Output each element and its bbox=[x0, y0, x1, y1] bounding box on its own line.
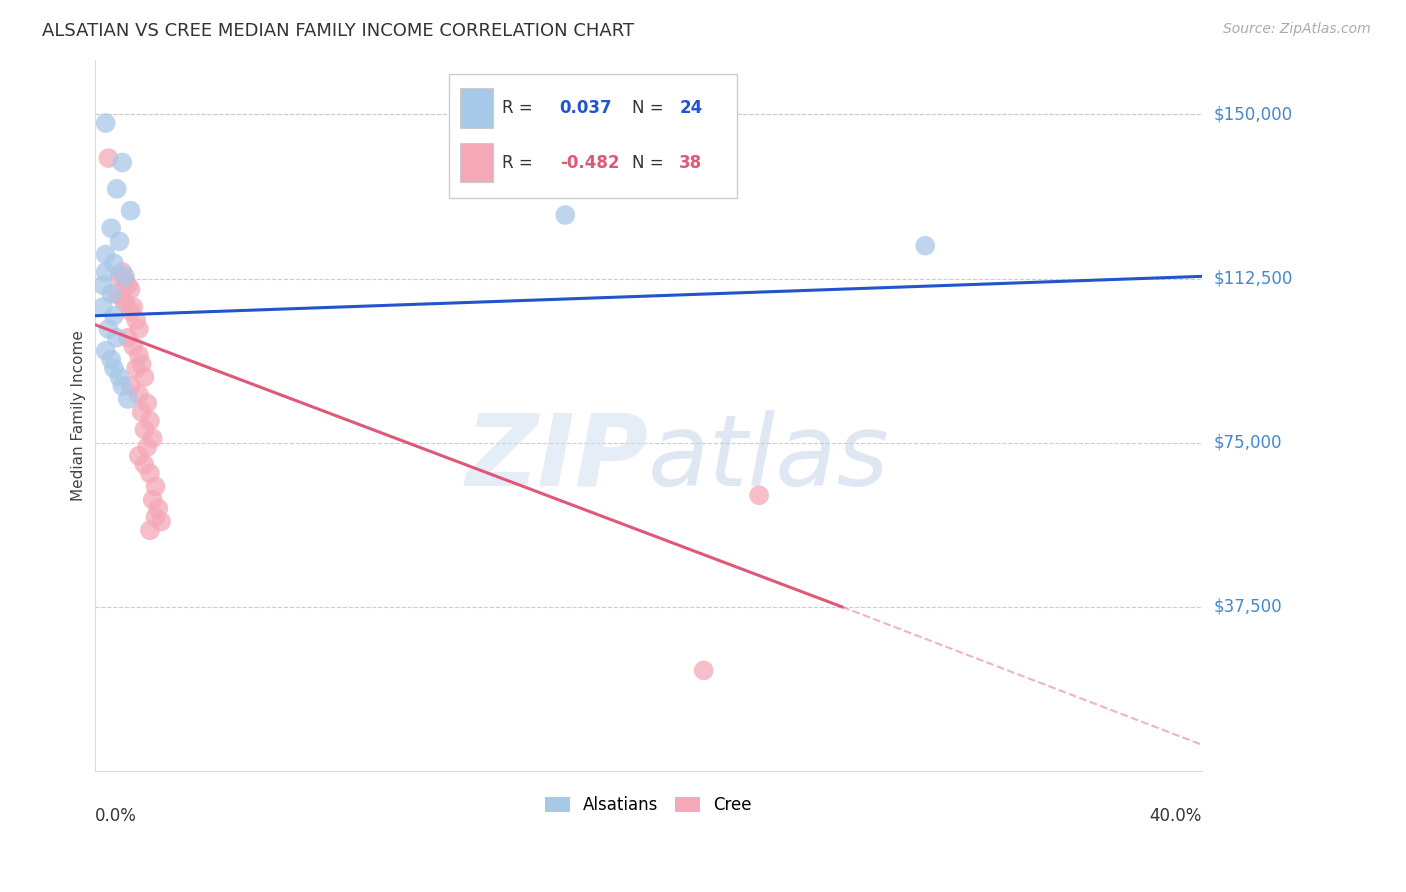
Point bbox=[134, 370, 156, 384]
Point bbox=[120, 379, 142, 393]
Point bbox=[139, 467, 162, 481]
Text: $75,000: $75,000 bbox=[1213, 434, 1282, 451]
Text: N =: N = bbox=[631, 99, 669, 117]
Point bbox=[97, 322, 120, 336]
Text: 40.0%: 40.0% bbox=[1150, 806, 1202, 825]
Point bbox=[748, 488, 770, 502]
Text: $150,000: $150,000 bbox=[1213, 105, 1292, 123]
Point bbox=[120, 304, 142, 318]
Point bbox=[148, 501, 170, 516]
Point bbox=[100, 352, 122, 367]
Point bbox=[128, 348, 150, 362]
Point bbox=[134, 423, 156, 437]
Text: $37,500: $37,500 bbox=[1213, 598, 1282, 616]
Point bbox=[693, 664, 716, 678]
FancyBboxPatch shape bbox=[460, 144, 494, 182]
Point bbox=[108, 370, 131, 384]
Point bbox=[131, 405, 153, 419]
Point bbox=[122, 300, 145, 314]
Text: R =: R = bbox=[502, 99, 538, 117]
Point bbox=[91, 278, 114, 293]
Point bbox=[145, 510, 167, 524]
Point bbox=[103, 309, 125, 323]
Point bbox=[914, 238, 936, 252]
Point bbox=[94, 265, 117, 279]
Text: $112,500: $112,500 bbox=[1213, 269, 1292, 287]
Point bbox=[128, 387, 150, 401]
Point bbox=[150, 515, 173, 529]
Point bbox=[114, 295, 136, 310]
Point bbox=[125, 313, 148, 327]
Point bbox=[108, 235, 131, 249]
Point bbox=[111, 291, 134, 305]
FancyBboxPatch shape bbox=[449, 74, 737, 198]
Point bbox=[100, 286, 122, 301]
Point bbox=[114, 269, 136, 284]
Point bbox=[134, 458, 156, 472]
Point bbox=[125, 361, 148, 376]
Point bbox=[139, 414, 162, 428]
FancyBboxPatch shape bbox=[460, 88, 494, 128]
Point bbox=[111, 379, 134, 393]
Point bbox=[128, 449, 150, 463]
Point bbox=[145, 479, 167, 493]
Text: 0.037: 0.037 bbox=[560, 99, 613, 117]
Text: 24: 24 bbox=[679, 99, 703, 117]
Point bbox=[111, 155, 134, 169]
Point bbox=[94, 247, 117, 261]
Point bbox=[117, 331, 139, 345]
Point bbox=[114, 274, 136, 288]
Point bbox=[117, 392, 139, 406]
Y-axis label: Median Family Income: Median Family Income bbox=[72, 330, 86, 500]
Text: atlas: atlas bbox=[648, 409, 890, 507]
Point bbox=[128, 322, 150, 336]
Point bbox=[94, 116, 117, 130]
Text: 0.0%: 0.0% bbox=[94, 806, 136, 825]
Text: R =: R = bbox=[502, 153, 538, 172]
Point bbox=[136, 440, 159, 454]
Point bbox=[91, 300, 114, 314]
Point bbox=[108, 269, 131, 284]
Point bbox=[131, 357, 153, 371]
Text: ZIP: ZIP bbox=[465, 409, 648, 507]
Point bbox=[120, 283, 142, 297]
Text: -0.482: -0.482 bbox=[560, 153, 619, 172]
Point bbox=[139, 524, 162, 538]
Legend: Alsatians, Cree: Alsatians, Cree bbox=[538, 789, 759, 821]
Point bbox=[136, 396, 159, 410]
Point bbox=[94, 343, 117, 358]
Point bbox=[111, 265, 134, 279]
Text: ALSATIAN VS CREE MEDIAN FAMILY INCOME CORRELATION CHART: ALSATIAN VS CREE MEDIAN FAMILY INCOME CO… bbox=[42, 22, 634, 40]
Point bbox=[103, 361, 125, 376]
Text: Source: ZipAtlas.com: Source: ZipAtlas.com bbox=[1223, 22, 1371, 37]
Point bbox=[103, 256, 125, 270]
Point bbox=[122, 339, 145, 353]
Point bbox=[142, 431, 165, 445]
Point bbox=[142, 492, 165, 507]
Point bbox=[554, 208, 576, 222]
Text: N =: N = bbox=[631, 153, 669, 172]
Point bbox=[120, 203, 142, 218]
Point bbox=[100, 221, 122, 235]
Text: 38: 38 bbox=[679, 153, 703, 172]
Point bbox=[105, 182, 128, 196]
Point bbox=[97, 151, 120, 165]
Point bbox=[105, 286, 128, 301]
Point bbox=[105, 331, 128, 345]
Point bbox=[117, 278, 139, 293]
